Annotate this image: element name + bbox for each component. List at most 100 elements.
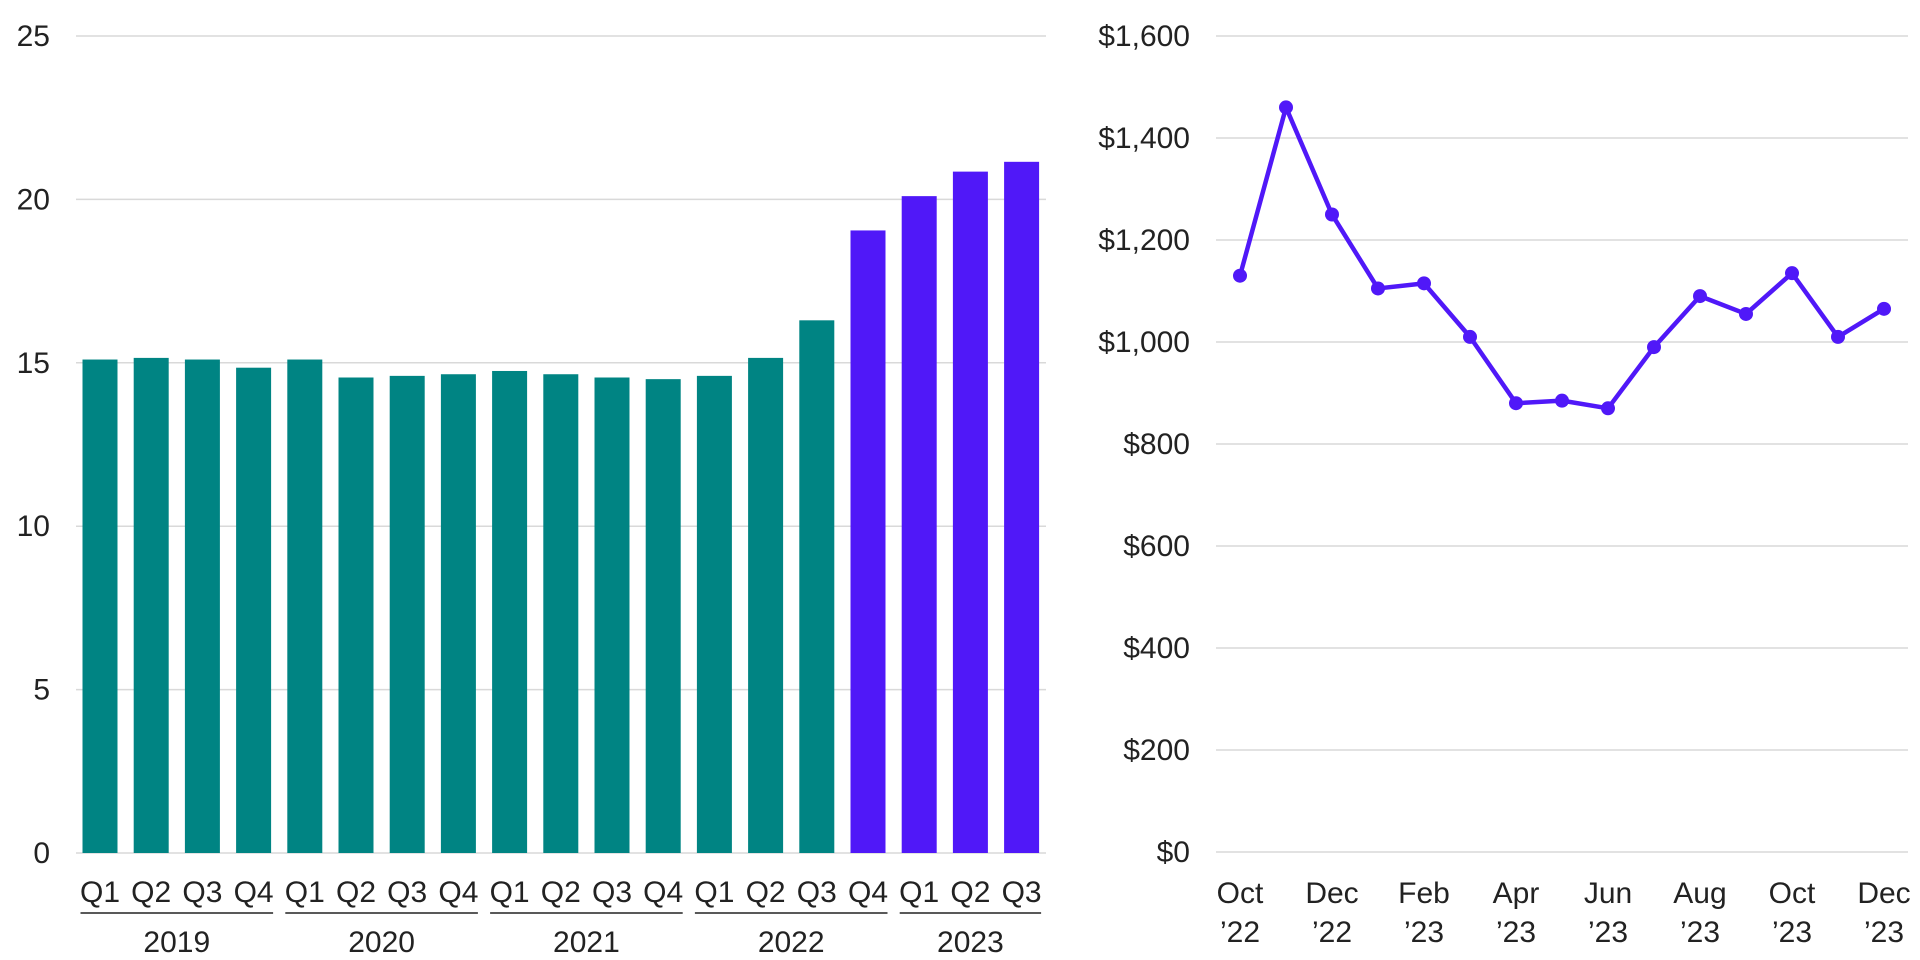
y-tick-label: 0 <box>33 837 50 870</box>
bar <box>492 370 528 853</box>
x-tick-year: ’23 <box>1680 916 1720 949</box>
data-point <box>1877 301 1891 316</box>
y-tick-label: $600 <box>1123 530 1190 563</box>
x-tick-year: ’23 <box>1772 916 1812 949</box>
bar <box>389 375 425 853</box>
bar-chart-year-groups: 2019 2020 2021 2022 2023 <box>80 912 1042 959</box>
x-tick-label: Q3 <box>592 876 632 909</box>
data-point <box>1601 401 1615 416</box>
y-tick-label: $400 <box>1123 632 1190 665</box>
monthly-price-line-chart: $0 $200 $400 $600 $800 $1,000 $1,200 $1,400 $1,6… <box>1098 20 1911 949</box>
bar-chart-x-axis: Q1 Q2 Q3 Q4 Q1 Q2 Q3 Q4 Q1 Q2 Q3 Q4 Q1 Q2 Q3 Q4 Q1 Q2 Q3 <box>80 876 1042 909</box>
bar <box>748 357 784 853</box>
data-point <box>1647 340 1661 355</box>
data-point <box>1509 396 1523 411</box>
year-group-label: 2020 <box>348 926 415 959</box>
x-tick-label: Q2 <box>336 876 376 909</box>
x-tick-label: Q2 <box>746 876 786 909</box>
data-point <box>1371 281 1385 296</box>
line-chart-series <box>1237 105 1887 411</box>
y-tick-label: $0 <box>1157 836 1190 869</box>
y-tick-label: $1,600 <box>1098 20 1190 53</box>
series-line <box>1237 105 1887 411</box>
bar <box>236 367 272 853</box>
x-tick-label: Q3 <box>1002 876 1042 909</box>
x-tick-year: ’22 <box>1220 916 1260 949</box>
x-tick-month: Dec <box>1857 877 1910 910</box>
x-tick-month: Oct <box>1769 877 1816 910</box>
year-group-label: 2021 <box>553 926 620 959</box>
y-tick-label: $200 <box>1123 734 1190 767</box>
bar <box>696 375 732 853</box>
y-tick-label: $1,000 <box>1098 326 1190 359</box>
data-point <box>1417 276 1431 291</box>
x-tick-label: Q1 <box>285 876 325 909</box>
data-point <box>1555 393 1569 408</box>
x-tick-year: ’23 <box>1588 916 1628 949</box>
line-chart-gridlines <box>1216 35 1908 853</box>
x-tick-label: Q1 <box>490 876 530 909</box>
data-point <box>1693 289 1707 304</box>
data-point <box>1831 329 1845 344</box>
x-tick-label: Q4 <box>643 876 683 909</box>
x-tick-month: Jun <box>1584 877 1632 910</box>
x-tick-year: ’23 <box>1496 916 1536 949</box>
y-tick-label: $800 <box>1123 428 1190 461</box>
x-tick-month: Feb <box>1398 877 1450 910</box>
x-tick-year: ’22 <box>1312 916 1352 949</box>
data-point <box>1233 268 1247 283</box>
bar-chart-bars <box>82 161 1040 854</box>
x-tick-label: Q4 <box>438 876 478 909</box>
data-point <box>1279 100 1293 115</box>
line-chart-y-axis: $0 $200 $400 $600 $800 $1,000 $1,200 $1,400 $1,6… <box>1098 20 1190 869</box>
x-tick-year: ’23 <box>1864 916 1904 949</box>
y-tick-label: 15 <box>17 347 50 380</box>
y-tick-label: 10 <box>17 510 50 543</box>
x-tick-label: Q2 <box>541 876 581 909</box>
x-tick-label: Q1 <box>694 876 734 909</box>
x-tick-label: Q2 <box>131 876 171 909</box>
x-tick-year: ’23 <box>1404 916 1444 949</box>
y-tick-label: $1,400 <box>1098 122 1190 155</box>
data-point <box>1785 266 1799 281</box>
y-tick-label: 20 <box>17 183 50 216</box>
bar <box>901 196 937 853</box>
bar-chart-y-axis: 0 5 10 15 20 25 <box>17 20 50 870</box>
bar <box>1004 161 1040 853</box>
bar <box>287 359 323 853</box>
year-group-label: 2023 <box>937 926 1004 959</box>
y-tick-label: $1,200 <box>1098 224 1190 257</box>
bar <box>645 379 681 853</box>
data-point <box>1739 306 1753 321</box>
x-tick-label: Q2 <box>950 876 990 909</box>
bar <box>184 359 220 853</box>
x-tick-label: Q4 <box>848 876 888 909</box>
data-point <box>1325 207 1339 222</box>
year-group-label: 2019 <box>143 926 210 959</box>
data-point <box>1463 329 1477 344</box>
x-tick-label: Q1 <box>899 876 939 909</box>
bar <box>440 374 476 853</box>
line-chart-x-axis: Oct ’22 Dec ’22 Feb ’23 Apr ’23 Jun ’23 Aug ’23 Oct ’… <box>1217 877 1911 949</box>
x-tick-label: Q4 <box>234 876 274 909</box>
x-tick-month: Apr <box>1493 877 1540 910</box>
x-tick-label: Q1 <box>80 876 120 909</box>
bar <box>338 377 374 853</box>
bar <box>952 171 988 853</box>
y-tick-label: 25 <box>17 20 50 53</box>
line-chart-points <box>1233 100 1891 416</box>
bar <box>850 230 886 854</box>
x-tick-month: Oct <box>1217 877 1264 910</box>
year-group-label: 2022 <box>758 926 825 959</box>
x-tick-month: Dec <box>1305 877 1358 910</box>
bar <box>799 320 835 853</box>
bar <box>82 359 118 853</box>
bar <box>133 357 169 853</box>
x-tick-month: Aug <box>1673 877 1726 910</box>
x-tick-label: Q3 <box>387 876 427 909</box>
bar <box>543 374 579 853</box>
y-tick-label: 5 <box>33 674 50 707</box>
x-tick-label: Q3 <box>797 876 837 909</box>
x-tick-label: Q3 <box>182 876 222 909</box>
